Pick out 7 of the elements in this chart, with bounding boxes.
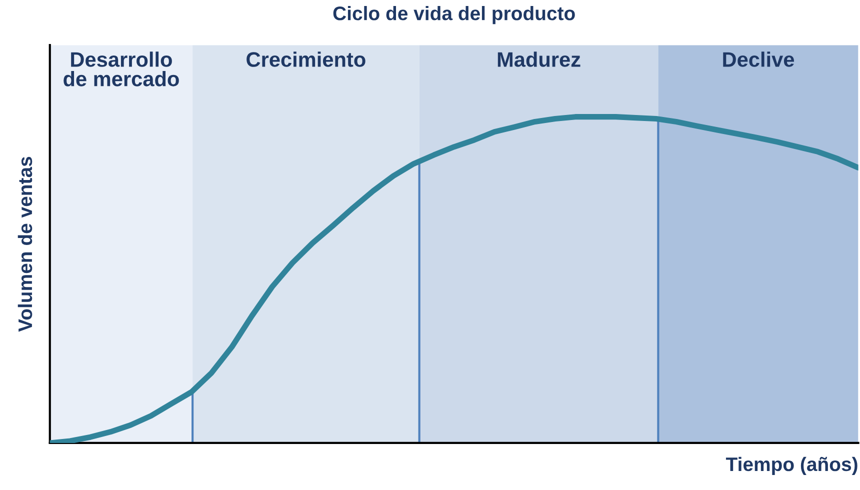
chart-title: Ciclo de vida del producto (333, 6, 575, 24)
text: Crecimiento (246, 52, 366, 67)
text: Madurez (498, 52, 580, 67)
text: Declive (723, 52, 794, 67)
text: Desarrollo de mercado (64, 52, 179, 86)
y-axis-title: Volumen de ventas (18, 156, 32, 332)
x-axis-title: Tiempo (años) (726, 456, 858, 475)
